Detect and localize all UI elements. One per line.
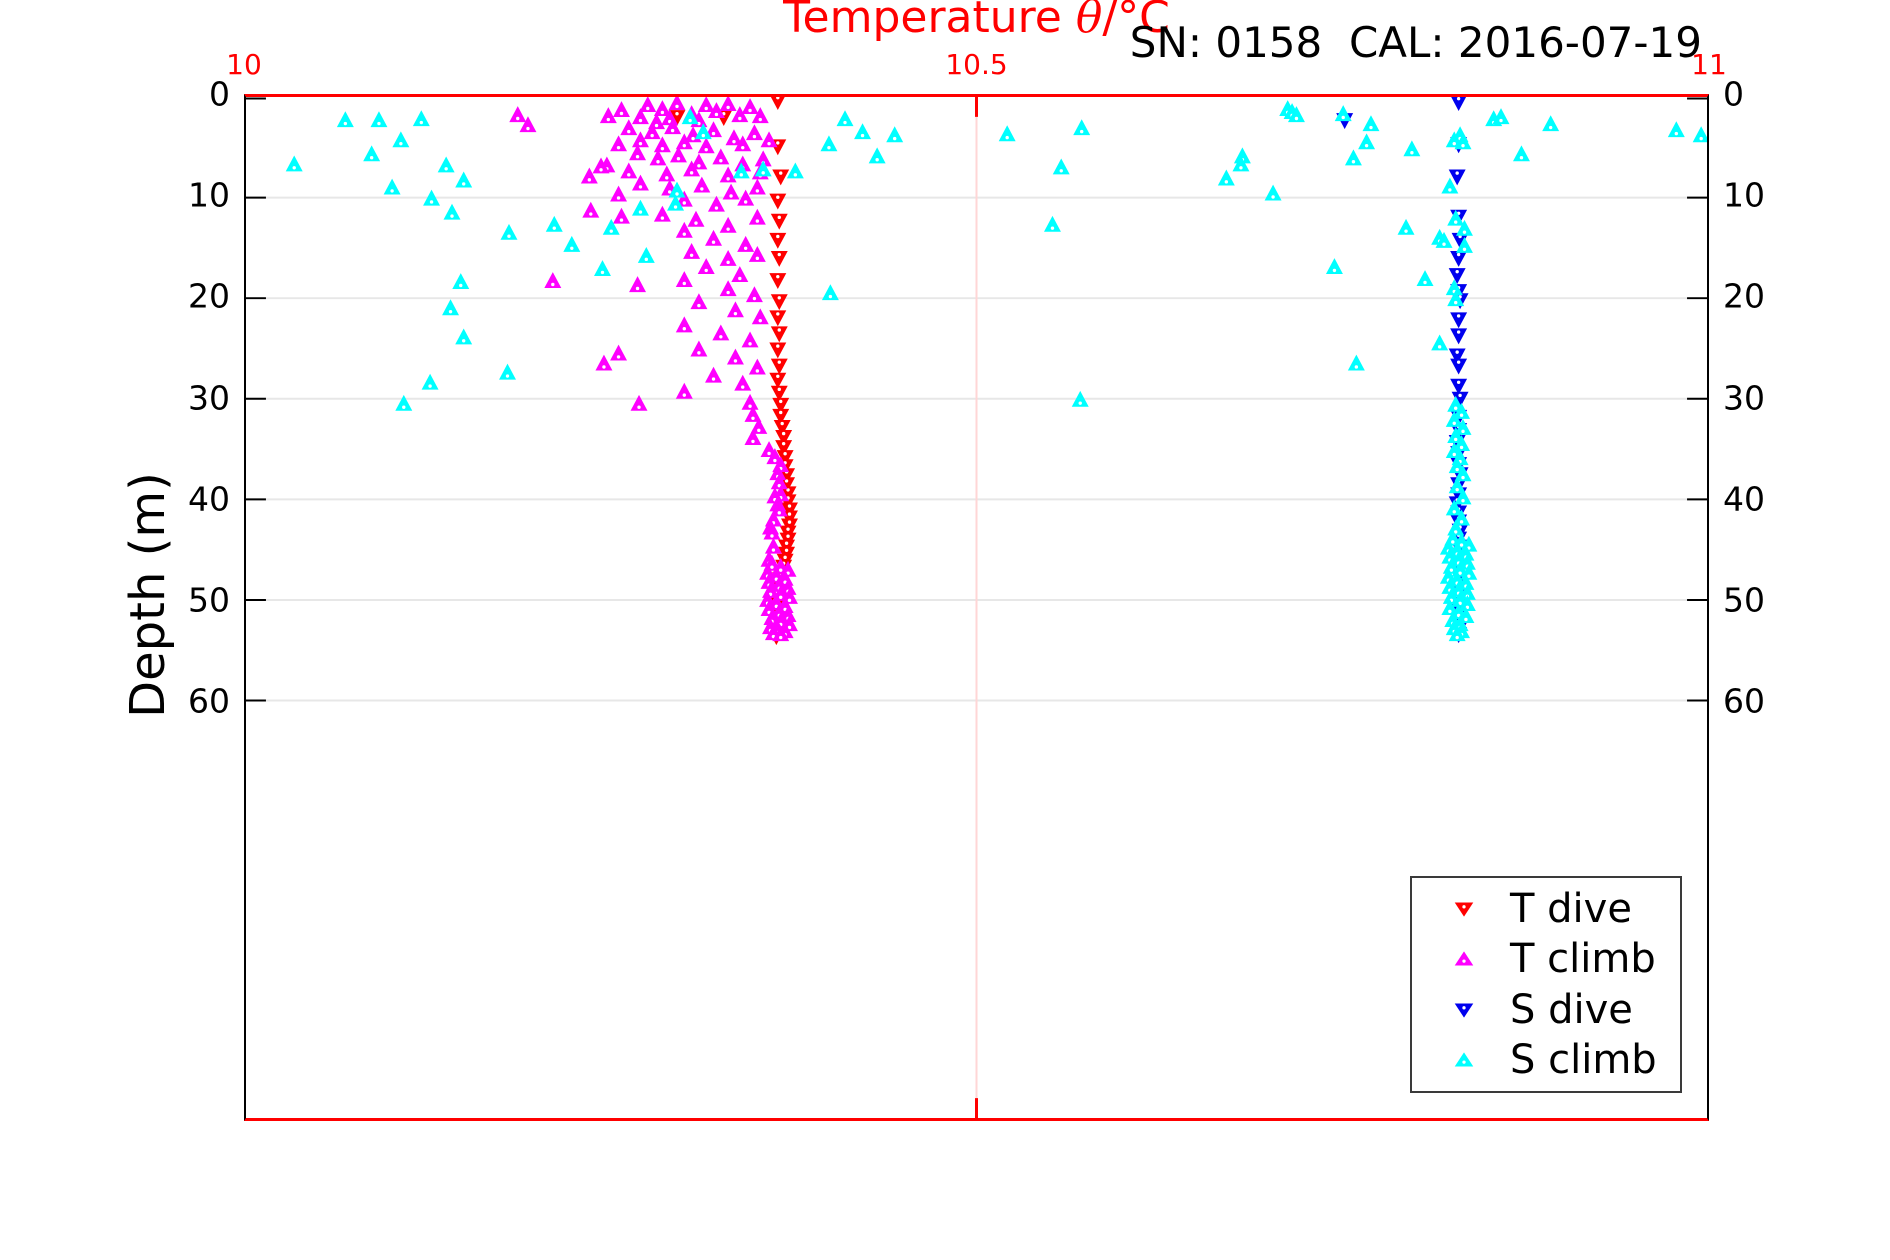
plot-title: Temperature θ/°C — [244, 0, 1709, 43]
y-tick-label-left: 0 — [209, 74, 230, 114]
legend-row: T climb — [1412, 935, 1680, 983]
plot-title-prefix: Temperature — [783, 0, 1076, 43]
y-tick-label-right: 20 — [1723, 276, 1765, 316]
sn-cal-annotation: SN: 0158 CAL: 2016-07-19 — [1129, 18, 1702, 67]
y-tick-label-left: 20 — [188, 276, 230, 316]
plot-title-suffix: /°C — [1102, 0, 1170, 43]
y-tick-label-right: 50 — [1723, 580, 1765, 620]
y-tick-label-right: 10 — [1723, 175, 1765, 215]
legend-label-s-climb: S climb — [1510, 1036, 1657, 1083]
s-climb-marker-icon — [1454, 1052, 1474, 1067]
legend: T dive T climb S dive S climb — [1410, 876, 1682, 1093]
x-tick-label: 10.5 — [945, 48, 1008, 81]
x-tick-label: 11 — [1691, 48, 1727, 81]
legend-label-s-dive: S dive — [1510, 986, 1633, 1033]
t-climb-marker-icon — [1454, 951, 1474, 966]
y-tick-label-left: 60 — [188, 681, 230, 721]
legend-row: T dive — [1412, 885, 1680, 933]
legend-row: S dive — [1412, 986, 1680, 1034]
plot-svg — [246, 97, 1707, 1118]
series-s-climb — [285, 100, 1707, 642]
y-tick-label-right: 40 — [1723, 479, 1765, 519]
t-dive-marker-icon — [1454, 902, 1474, 917]
y-tick-label-right: 0 — [1723, 74, 1744, 114]
legend-label-t-climb: T climb — [1510, 936, 1656, 983]
y-tick-label-left: 50 — [188, 580, 230, 620]
legend-label-t-dive: T dive — [1510, 886, 1632, 933]
plot-title-theta: θ — [1075, 0, 1103, 43]
y-tick-label-right: 60 — [1723, 681, 1765, 721]
y-tick-label-right: 30 — [1723, 378, 1765, 418]
y-tick-label-left: 10 — [188, 175, 230, 215]
series-t-climb — [509, 97, 798, 642]
y-tick-label-left: 40 — [188, 479, 230, 519]
s-dive-marker-icon — [1454, 1003, 1474, 1018]
legend-row: S climb — [1412, 1036, 1680, 1084]
y-tick-label-left: 30 — [188, 378, 230, 418]
x-tick-label: 10 — [226, 48, 262, 81]
